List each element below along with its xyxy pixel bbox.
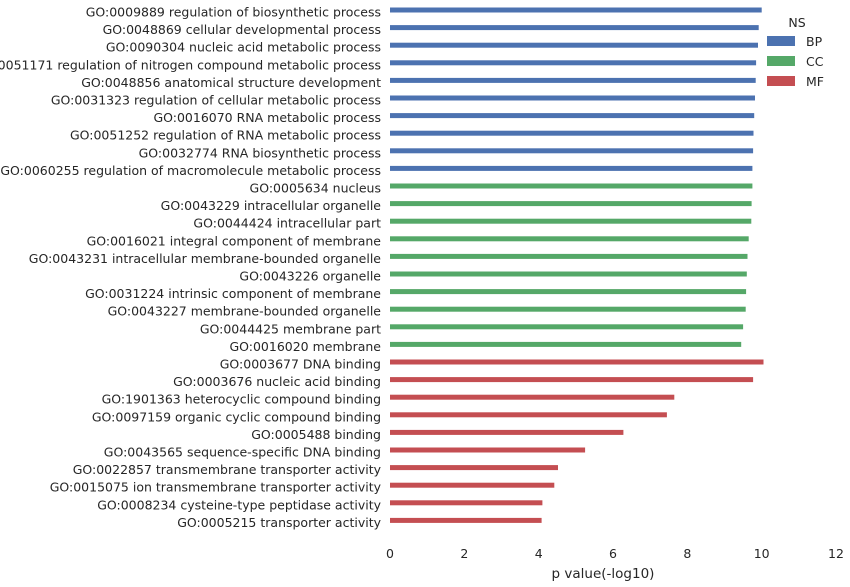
x-tick-label: 6 — [609, 546, 617, 561]
category-label: GO:0090304 nucleic acid metabolic proces… — [106, 40, 381, 55]
category-label: GO:0051252 regulation of RNA metabolic p… — [70, 128, 381, 143]
bar — [390, 271, 747, 277]
bar — [390, 77, 756, 83]
bar — [390, 465, 558, 471]
category-label: GO:0048856 anatomical structure developm… — [81, 75, 381, 90]
legend-label: CC — [806, 54, 824, 69]
bar — [390, 60, 757, 66]
bar — [390, 95, 755, 101]
category-label: GO:0043565 sequence-specific DNA binding — [104, 445, 381, 460]
bar — [390, 359, 764, 365]
bar — [390, 130, 754, 136]
bar — [390, 412, 667, 418]
category-label: GO:0031323 regulation of cellular metabo… — [51, 93, 381, 108]
category-label: GO:0032774 RNA biosynthetic process — [139, 145, 381, 160]
legend-label: MF — [806, 74, 824, 89]
x-axis-label: p value(-log10) — [552, 566, 655, 582]
bar — [390, 482, 555, 488]
bar — [390, 517, 542, 523]
bar — [390, 306, 746, 312]
bar — [390, 113, 755, 119]
legend-swatch — [767, 36, 795, 46]
legend-title: NS — [788, 15, 805, 30]
bar — [390, 183, 753, 189]
legend-swatch — [767, 76, 795, 86]
bar — [390, 289, 747, 295]
bar — [390, 25, 759, 31]
category-label: GO:0008234 cysteine-type peptidase activ… — [97, 497, 381, 512]
category-labels: GO:0009889 regulation of biosynthetic pr… — [0, 5, 382, 530]
category-label: GO:0016021 integral component of membran… — [87, 233, 382, 248]
category-label: GO:0097159 organic cyclic compound bindi… — [92, 409, 381, 424]
bar — [390, 148, 754, 154]
category-label: GO:0043231 intracellular membrane-bounde… — [29, 251, 382, 266]
category-label: GO:0003676 nucleic acid binding — [173, 374, 381, 389]
category-label: GO:0060255 regulation of macromolecule m… — [0, 163, 381, 178]
bar — [390, 218, 752, 224]
bar — [390, 394, 675, 400]
x-axis-ticks: 0 2 4 6 8 10 12 — [386, 546, 844, 561]
category-label: GO:0016070 RNA metabolic process — [153, 110, 381, 125]
category-label: GO:1901363 heterocyclic compound binding — [102, 392, 381, 407]
bar — [390, 236, 749, 242]
bar — [390, 324, 744, 330]
category-label: GO:0022857 transmembrane transporter act… — [73, 462, 382, 477]
bar — [390, 7, 762, 13]
category-label: GO:0031224 intrinsic component of membra… — [85, 286, 381, 301]
x-tick-label: 12 — [828, 546, 844, 561]
bar — [390, 201, 752, 207]
legend-label: BP — [806, 34, 823, 49]
category-label: GO:0005215 transporter activity — [177, 515, 381, 530]
category-label: GO:0048869 cellular developmental proces… — [103, 22, 381, 37]
category-label: GO:0043227 membrane-bounded organelle — [108, 304, 382, 319]
bar — [390, 165, 753, 171]
bar — [390, 341, 742, 347]
category-label: GO:0015075 ion transmembrane transporter… — [50, 480, 382, 495]
x-tick-label: 0 — [386, 546, 394, 561]
bar — [390, 447, 586, 453]
category-label: GO:0044425 membrane part — [200, 321, 381, 336]
bar — [390, 500, 543, 506]
legend-swatch — [767, 56, 795, 66]
category-label: GO:0003677 DNA binding — [220, 357, 381, 372]
x-tick-label: 8 — [683, 546, 691, 561]
bar — [390, 253, 748, 259]
x-tick-label: 4 — [535, 546, 543, 561]
category-label: GO:0009889 regulation of biosynthetic pr… — [86, 5, 381, 20]
bar — [390, 42, 758, 48]
legend: NS BP CC MF — [767, 15, 824, 89]
x-tick-label: 10 — [754, 546, 770, 561]
category-label: GO:0043229 intracellular organelle — [161, 198, 382, 213]
category-label: GO:0005634 nucleus — [250, 181, 381, 196]
category-label: GO:0043226 organelle — [239, 269, 381, 284]
bar — [390, 377, 754, 383]
x-tick-label: 2 — [460, 546, 468, 561]
category-label: GO:0044424 intracellular part — [193, 216, 381, 231]
category-label: GO:0005488 binding — [251, 427, 381, 442]
bar — [390, 429, 624, 435]
bar-group — [390, 7, 764, 523]
category-label: GO:0051171 regulation of nitrogen compou… — [0, 57, 381, 72]
category-label: GO:0016020 membrane — [229, 339, 381, 354]
